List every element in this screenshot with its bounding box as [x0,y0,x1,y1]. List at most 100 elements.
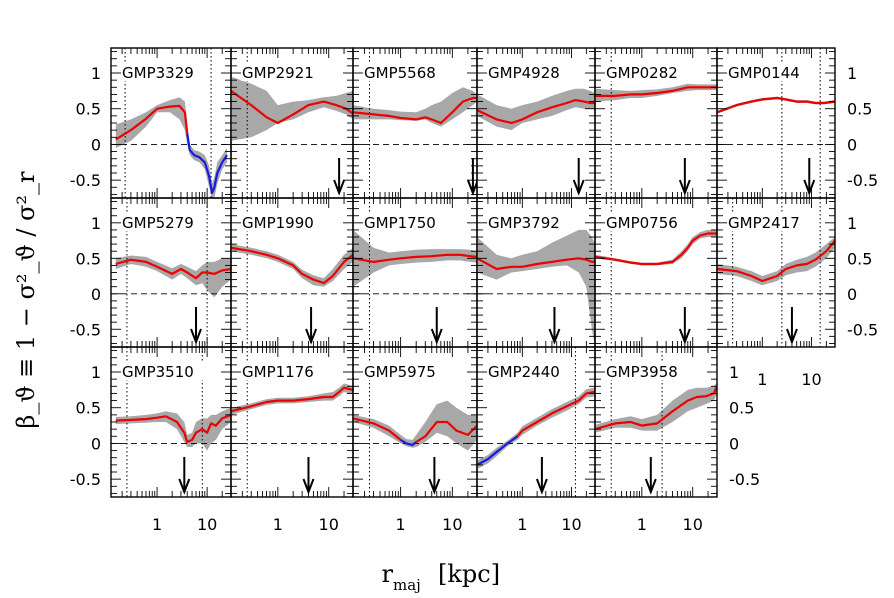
uncertainty-band [477,88,595,131]
effective-radius-arrow [678,307,691,345]
y-tick-label-right: 1 [847,64,857,83]
beta-profile-negative-segment [186,133,228,195]
panel-plot-area [477,229,595,347]
effective-radius-arrow [644,457,657,495]
panel-label: GMP3510 [122,363,194,381]
uncertainty-band [477,229,595,347]
effective-radius-arrow [178,457,191,495]
panel-ticks [477,48,596,198]
axis-labels: 1 10.5 0.50 0-0.5 -0.51 10.5 0.50 0-0.5 -0.51 10.… [70,64,878,534]
panel-plot-area [717,48,835,198]
effective-radius-arrow [786,307,798,345]
panel-gmp0756: GMP0756 [594,197,718,348]
panel-label-background [241,63,325,81]
x-tick-label: 1 [396,515,406,534]
panel-label-background [487,362,571,380]
panel-label-background [605,213,689,231]
panel-ticks [717,48,836,198]
effective-radius-arrow [190,307,202,345]
panel-ticks [111,48,232,198]
uncertainty-band [231,76,353,141]
y-tick-label-left: 0 [91,285,101,304]
beta-profile-line [595,385,717,431]
beta-profile-negative-segment [477,435,519,466]
panel-ticks [353,347,478,497]
y-tick-label-left: -0.5 [70,320,101,339]
x-tick-label: 10 [561,515,581,534]
panel-label-background [727,213,811,231]
panel-label: GMP5279 [122,214,194,232]
panel-label: GMP3958 [606,363,678,381]
panel-ticks [111,347,232,497]
x-axis-title-sub: maj [393,576,421,594]
x-tick-label: 1 [273,515,283,534]
panel-ticks [595,48,718,198]
y-tick-label-left: 1 [91,214,101,233]
effective-radius-arrow [803,158,816,196]
beta-profile-line [115,413,231,444]
effective-radius-arrow [305,307,318,345]
panel-label: GMP1990 [242,214,314,232]
beta-profile-line [717,96,835,114]
panel-gmp2921: GMP2921 [230,47,354,199]
x-tick-label: 1 [152,515,162,534]
beta-profile-line [516,390,595,438]
panel-label-background [241,362,325,380]
panel-label-background [605,63,689,81]
panel-ticks [595,198,718,347]
panel-plot-area [477,347,595,497]
panel-gmp5975: GMP5975 [352,346,478,498]
x-tick-label: 10 [319,515,339,534]
panel-ticks [477,198,596,347]
x-tick-label: 10 [442,515,462,534]
panel-label-background [363,362,447,380]
panel-ticks [111,198,232,347]
panel-label-background [121,362,205,380]
panel-label: GMP0282 [606,64,678,82]
effective-radius-arrow [678,158,691,196]
panel-label-background [121,63,205,81]
y-tick-label-left: 0 [91,434,101,453]
beta-profile-line [353,253,477,263]
y-tick-label-right: 1 [847,214,857,233]
panel-gmp5568: GMP5568 [352,47,478,199]
beta-profile-line [595,86,717,97]
uncertainty-band [595,382,717,433]
beta-profile-line [353,96,477,125]
panel-gmp3958: GMP3958 [594,346,718,498]
panel-label: GMP4928 [488,64,560,82]
y-tick-label-right: -0.5 [847,320,878,339]
beta-profile-negative-segment [400,438,417,446]
x-tick-label: 10 [801,370,821,389]
panel-frame [716,197,836,348]
y-tick-label-right: 0 [847,135,857,154]
panel-plot-area [111,198,231,347]
panel-gmp0282: GMP0282 [594,47,718,199]
panel-label: GMP5568 [364,64,436,82]
panel-label-background [363,63,447,81]
effective-radius-arrow [430,307,443,345]
beta-profile-line [477,99,595,125]
panel-ticks [595,347,718,497]
uncertainty-band [115,255,231,298]
panel-frame [594,346,718,498]
panel-gmp3329: GMP3329 [110,47,232,199]
panel-label: GMP2440 [488,363,560,381]
y-tick-label-left: 0.5 [76,249,101,268]
y-tick-label-right: -0.5 [847,171,878,190]
uncertainty-band [115,407,231,451]
effective-radius-arrow [548,307,561,345]
beta-profile-line [115,258,231,280]
panel-gmp1990: GMP1990 [230,197,354,348]
panel-label-background [241,213,325,231]
x-tick-label: 1 [637,515,647,534]
panel-gmp2440: GMP2440 [476,346,596,498]
beta-profile-line [415,420,477,443]
panel-label: GMP2921 [242,64,314,82]
beta-profile-line [115,104,189,141]
beta-profile-line [353,417,402,441]
panel-label: GMP0756 [606,214,678,232]
panel-gmp3792: GMP3792 [476,197,596,348]
panel-gmp4928: GMP4928 [476,47,596,199]
